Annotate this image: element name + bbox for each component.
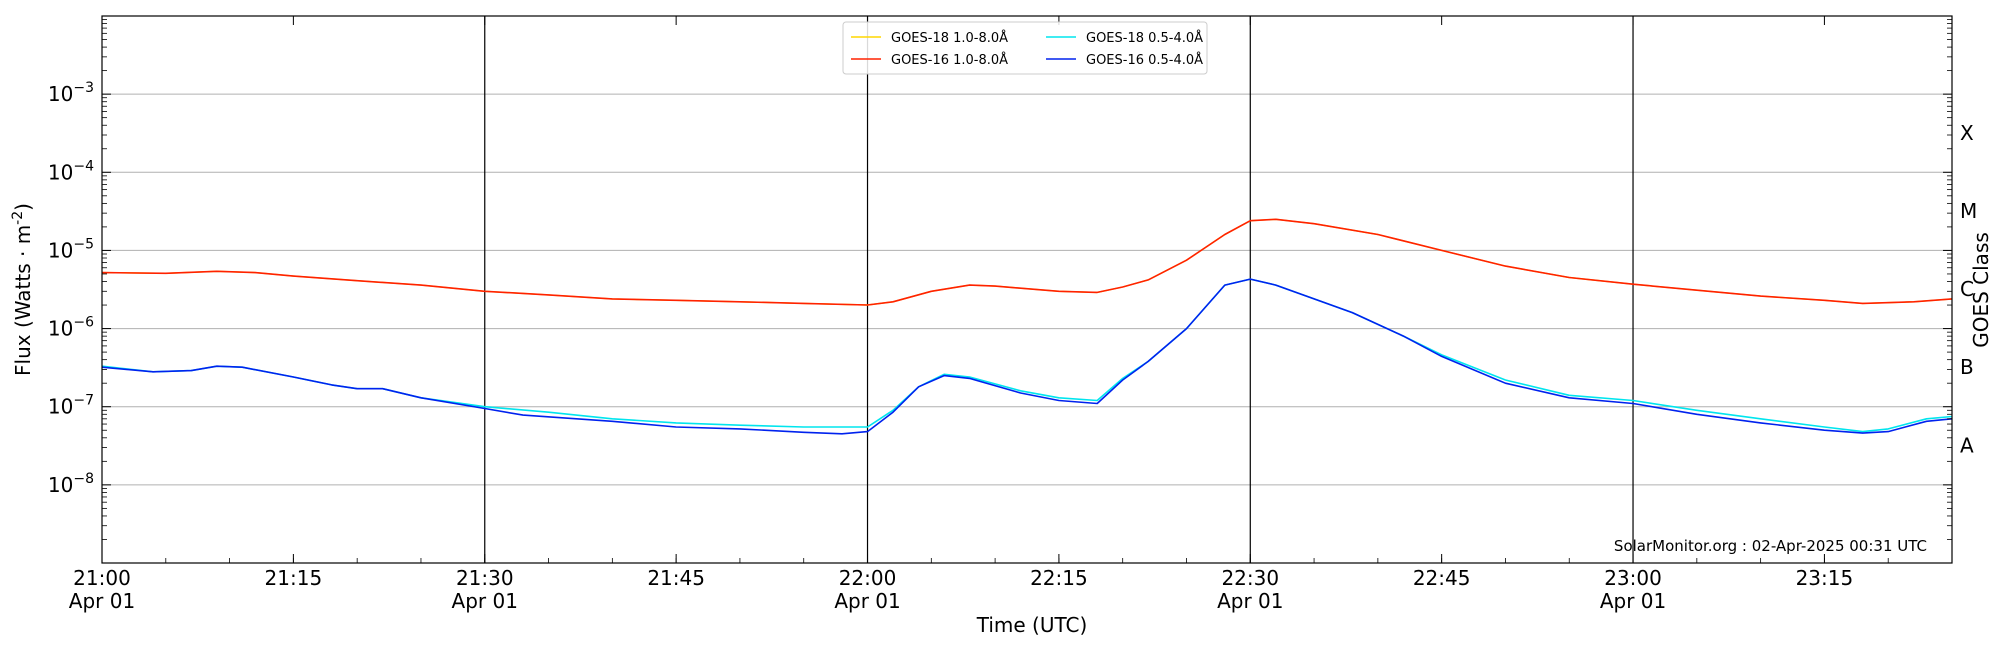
y-tick-label: 10−6 xyxy=(48,315,94,341)
goes-class-label: C xyxy=(1960,277,1974,301)
legend-label: GOES-16 1.0-8.0Å xyxy=(891,52,1008,68)
y-tick-exponent: −8 xyxy=(73,471,94,487)
y-axis-title-main: Flux (Watts · m xyxy=(11,225,35,376)
y-axis-title-exponent: -2 xyxy=(10,211,26,225)
x-tick-label: 21:15 xyxy=(265,566,323,590)
y-tick-exponent: −7 xyxy=(73,393,94,409)
vertical-marker-layer xyxy=(484,16,1634,563)
y-tick-base: 10 xyxy=(48,238,73,262)
y-tick-base: 10 xyxy=(48,473,73,497)
y-tick-exponent: −3 xyxy=(73,80,94,96)
x-tick-label: 23:00 xyxy=(1604,566,1662,590)
legend-label: GOES-16 0.5-4.0Å xyxy=(1086,52,1203,68)
x-tick-label: 21:00 xyxy=(73,566,131,590)
y-tick-label: 10−4 xyxy=(48,158,94,184)
y-tick-label: 10−8 xyxy=(48,471,94,497)
series-layer xyxy=(101,218,1953,435)
y-tick-exponent: −6 xyxy=(73,315,94,331)
x-tick-date-label: Apr 01 xyxy=(1217,589,1283,613)
goes-class-axis-title: GOES Class xyxy=(1969,232,1993,348)
legend-box xyxy=(842,21,1208,75)
tick-layer xyxy=(101,16,1953,563)
x-tick-label: 22:30 xyxy=(1221,566,1279,590)
plot-frame xyxy=(101,15,1953,564)
grid-layer xyxy=(102,93,1952,486)
goes-class-label: A xyxy=(1960,433,1974,457)
x-tick-label: 21:30 xyxy=(456,566,514,590)
y-tick-label: 10−5 xyxy=(48,236,94,262)
x-axis-title: Time (UTC) xyxy=(976,613,1088,637)
y-tick-exponent: −4 xyxy=(73,158,94,174)
y-axis-title: Flux (Watts · m-2) xyxy=(10,203,35,376)
series-line xyxy=(101,218,1953,306)
series-line xyxy=(101,278,1953,435)
series-line xyxy=(101,278,1953,433)
series-line xyxy=(101,218,1953,306)
y-tick-label: 10−7 xyxy=(48,393,94,419)
y-tick-exponent: −5 xyxy=(73,236,94,252)
x-tick-date-label: Apr 01 xyxy=(69,589,135,613)
x-tick-date-label: Apr 01 xyxy=(834,589,900,613)
goes-class-label: M xyxy=(1960,199,1977,223)
goes-class-label: B xyxy=(1960,355,1974,379)
y-axis-title-close: ) xyxy=(11,203,35,211)
credit-text: SolarMonitor.org : 02-Apr-2025 00:31 UTC xyxy=(1614,537,1927,555)
x-tick-label: 21:45 xyxy=(647,566,705,590)
y-tick-base: 10 xyxy=(48,317,73,341)
x-tick-label: 22:45 xyxy=(1413,566,1471,590)
legend: GOES-18 1.0-8.0Å GOES-16 1.0-8.0Å GOES-18 … xyxy=(842,21,1208,75)
y-tick-label: 10−3 xyxy=(48,80,94,106)
x-tick-date-label: Apr 01 xyxy=(1600,589,1666,613)
x-tick-label: 23:15 xyxy=(1796,566,1854,590)
x-tick-label: 22:00 xyxy=(839,566,897,590)
legend-label: GOES-18 0.5-4.0Å xyxy=(1086,30,1203,46)
y-tick-base: 10 xyxy=(48,160,73,184)
goes-class-label: X xyxy=(1960,121,1974,145)
y-tick-base: 10 xyxy=(48,395,73,419)
x-tick-date-label: Apr 01 xyxy=(452,589,518,613)
y-tick-base: 10 xyxy=(48,82,73,106)
legend-label: GOES-18 1.0-8.0Å xyxy=(891,30,1008,46)
x-tick-label: 22:15 xyxy=(1030,566,1088,590)
